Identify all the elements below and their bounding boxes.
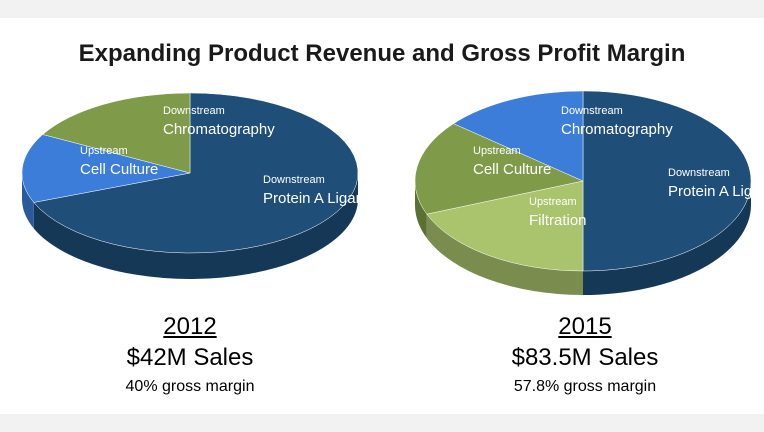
- pie-slice-chromatography: [453, 90, 584, 182]
- slice-segment-label: Downstream: [668, 167, 730, 179]
- pie-side-wall: [22, 173, 34, 229]
- slice-label: Protein A Ligands: [263, 190, 380, 207]
- slice-segment-label: Upstream: [529, 196, 577, 208]
- slice-label: Cell Culture: [473, 161, 551, 178]
- pie-slice-cell-culture: [42, 92, 191, 174]
- pie-chart-2015: Downstream Protein A Ligands Upstream Filtr…: [414, 90, 764, 295]
- slice-segment-label: Downstream: [561, 105, 623, 117]
- slice-segment-label: Downstream: [163, 105, 225, 117]
- pie-slice-protein-a-ligands: [582, 90, 752, 272]
- caption-margin: 57.8% gross margin: [513, 378, 657, 395]
- pie-slice-cell-culture: [414, 123, 584, 215]
- caption-margin: 40% gross margin: [125, 378, 255, 395]
- slice-label: Chromatography: [163, 121, 275, 138]
- pie-slice-filtration: [426, 180, 584, 272]
- slice-segment-label: Upstream: [80, 145, 128, 157]
- pie-side-wall: [583, 181, 751, 295]
- caption-year: 2015: [558, 313, 612, 340]
- pie-slice-chromatography: [21, 134, 191, 203]
- caption-2015: 2015 $83.5M Sales 57.8% gross margin: [485, 312, 685, 398]
- caption-2012: 2012 $42M Sales 40% gross margin: [90, 312, 290, 398]
- caption-year: 2012: [163, 313, 217, 340]
- slice-label: Chromatography: [561, 121, 673, 138]
- slice-segment-label: Downstream: [263, 174, 325, 186]
- pie-chart-2012: Downstream Protein A Ligands Downstream Chr…: [21, 92, 380, 279]
- pie-side-wall: [426, 214, 583, 295]
- slice-segment-label: Upstream: [473, 145, 521, 157]
- slice-label: Protein A Ligands: [668, 183, 764, 200]
- pie-slice-protein-a-ligands: [33, 92, 359, 254]
- chart-title: Expanding Product Revenue and Gross Prof…: [78, 40, 686, 67]
- slice-label: Cell Culture: [80, 161, 158, 178]
- pie-side-wall: [415, 181, 427, 239]
- caption-sales: $42M Sales: [126, 344, 254, 371]
- pie-side-wall: [33, 173, 359, 279]
- caption-sales: $83.5M Sales: [511, 344, 659, 371]
- slice-label: Filtration: [529, 212, 587, 229]
